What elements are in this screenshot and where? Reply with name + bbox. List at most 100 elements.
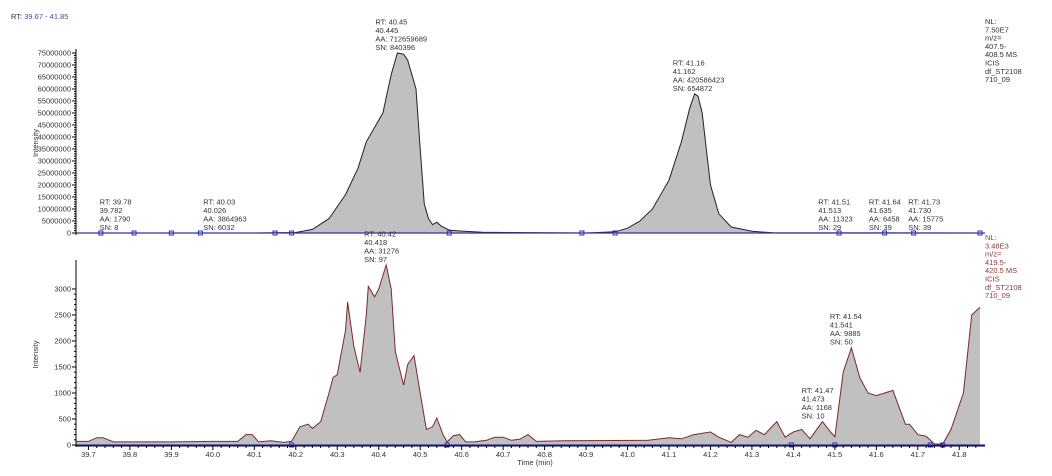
peak-boundary-marker bbox=[131, 230, 137, 236]
x-tick-label: 41.0 bbox=[620, 450, 635, 459]
y-tick-label: 50000000 bbox=[38, 109, 71, 118]
y-tick-label: 500 bbox=[58, 414, 71, 423]
peak-label-sn: SN: 50 bbox=[830, 338, 853, 347]
peak-label-apex: 41.513 bbox=[818, 206, 841, 215]
trace-info: m/z= bbox=[985, 250, 1002, 259]
peak-label-rt: RT: 39.78 bbox=[100, 198, 132, 207]
y-axis-label: Intensity bbox=[31, 340, 40, 368]
trace-line bbox=[76, 263, 981, 445]
peak-boundary-marker bbox=[612, 230, 618, 236]
y-axis-label: Intensity bbox=[31, 129, 40, 157]
peak-area-fill bbox=[76, 265, 980, 445]
x-tick-label: 41.1 bbox=[662, 450, 677, 459]
x-tick-label: 40.7 bbox=[496, 450, 511, 459]
trace-info: 419.5- bbox=[985, 258, 1007, 267]
trace-line bbox=[76, 52, 981, 234]
peak-boundary-marker bbox=[977, 230, 983, 236]
trace-info: 408.5 MS bbox=[985, 50, 1017, 59]
peak-label-rt: RT: 41.54 bbox=[830, 312, 862, 321]
peak-label-sn: SN: 10 bbox=[802, 412, 825, 421]
peak-label-apex: 41.162 bbox=[673, 67, 696, 76]
trace-info: ICIS bbox=[985, 59, 1000, 68]
x-tick-label: 40.4 bbox=[371, 450, 386, 459]
y-tick-label: 0 bbox=[67, 229, 71, 238]
peak-label-sn: SN: 29 bbox=[818, 223, 841, 232]
y-tick-label: 65000000 bbox=[38, 73, 71, 82]
y-tick-label: 60000000 bbox=[38, 85, 71, 94]
peak-label-aa: AA: 1168 bbox=[802, 403, 832, 412]
peak-label-rt: RT: 40.42 bbox=[364, 230, 396, 239]
rt-range-header: RT: 39.67 - 41.85 bbox=[11, 12, 68, 21]
x-tick-label: 40.6 bbox=[454, 450, 469, 459]
peak-label-apex: 41.635 bbox=[869, 206, 892, 215]
peak-label-apex: 40.418 bbox=[364, 238, 387, 247]
peak-label-sn: SN: 39 bbox=[908, 223, 931, 232]
trace-info: NL: bbox=[985, 17, 997, 26]
peak-label-rt: RT: 41.51 bbox=[818, 198, 850, 207]
peak-label-aa: AA: 15775 bbox=[908, 215, 943, 224]
y-tick-label: 75000000 bbox=[38, 49, 71, 58]
peak-boundary-marker bbox=[579, 230, 585, 236]
peak-label-sn: SN: 6032 bbox=[203, 223, 234, 232]
y-tick-label: 70000000 bbox=[38, 61, 71, 70]
x-tick-label: 40.0 bbox=[206, 450, 221, 459]
trace-info: 710_09 bbox=[985, 75, 1010, 84]
x-tick-label: 40.5 bbox=[413, 450, 428, 459]
x-tick-label: 40.8 bbox=[537, 450, 552, 459]
peak-label-rt: RT: 41.64 bbox=[869, 198, 901, 207]
peak-label-apex: 41.473 bbox=[802, 395, 825, 404]
y-tick-label: 55000000 bbox=[38, 97, 71, 106]
peak-boundary-marker bbox=[272, 230, 278, 236]
x-tick-label: 39.9 bbox=[164, 450, 179, 459]
y-tick-label: 2000 bbox=[54, 336, 71, 345]
x-tick-label: 40.1 bbox=[247, 450, 262, 459]
peak-label-sn: SN: 8 bbox=[100, 223, 119, 232]
x-tick-label: 41.2 bbox=[703, 450, 718, 459]
peak-boundary-marker bbox=[911, 230, 917, 236]
peak-label-rt: RT: 40.45 bbox=[375, 18, 407, 27]
trace-info: ICIS bbox=[985, 275, 1000, 284]
peak-label-sn: SN: 654872 bbox=[673, 84, 713, 93]
rt-range-value: 39.67 - 41.85 bbox=[24, 12, 69, 21]
peak-label-apex: 41.541 bbox=[830, 321, 853, 330]
peak-boundary-marker bbox=[444, 442, 450, 448]
peak-boundary-marker bbox=[289, 442, 295, 448]
x-tick-label: 41.7 bbox=[910, 450, 925, 459]
x-tick-label: 41.5 bbox=[828, 450, 843, 459]
peak-boundary-marker bbox=[927, 442, 933, 448]
y-tick-label: 25000000 bbox=[38, 169, 71, 178]
x-axis-label: Time (min) bbox=[517, 458, 553, 467]
peak-label-aa: AA: 3864963 bbox=[203, 215, 246, 224]
peak-label-apex: 39.782 bbox=[100, 206, 123, 215]
peak-label-aa: AA: 420586423 bbox=[673, 75, 725, 84]
peak-label-rt: RT: 41.73 bbox=[908, 198, 940, 207]
x-tick-label: 40.9 bbox=[579, 450, 594, 459]
trace-info: df_ST2108 bbox=[985, 283, 1022, 292]
x-tick-label: 41.8 bbox=[952, 450, 967, 459]
trace-info: m/z= bbox=[985, 34, 1002, 43]
peak-boundary-marker bbox=[98, 230, 104, 236]
peak-label-aa: AA: 9885 bbox=[830, 329, 861, 338]
x-tick-label: 39.8 bbox=[123, 450, 138, 459]
trace-info: 7.50E7 bbox=[985, 25, 1009, 34]
trace-info: 710_09 bbox=[985, 291, 1010, 300]
trace-info: 420.5 MS bbox=[985, 266, 1017, 275]
peak-boundary-marker bbox=[197, 230, 203, 236]
y-tick-label: 10000000 bbox=[38, 205, 71, 214]
peak-label-apex: 40.445 bbox=[375, 26, 398, 35]
trace-info: 407.5- bbox=[985, 42, 1007, 51]
peak-label-aa: AA: 6458 bbox=[869, 215, 900, 224]
peak-boundary-marker bbox=[289, 230, 295, 236]
y-tick-label: 20000000 bbox=[38, 181, 71, 190]
y-tick-label: 45000000 bbox=[38, 121, 71, 130]
x-tick-label: 39.7 bbox=[81, 450, 96, 459]
peak-boundary-marker bbox=[788, 442, 794, 448]
peak-boundary-marker bbox=[836, 230, 842, 236]
trace-info: NL: bbox=[985, 233, 997, 242]
y-tick-label: 1500 bbox=[54, 362, 71, 371]
y-tick-label: 40000000 bbox=[38, 133, 71, 142]
bottom-chromatogram bbox=[72, 260, 985, 450]
peak-label-aa: AA: 712659689 bbox=[375, 35, 427, 44]
rt-range-label: RT: bbox=[11, 12, 23, 21]
